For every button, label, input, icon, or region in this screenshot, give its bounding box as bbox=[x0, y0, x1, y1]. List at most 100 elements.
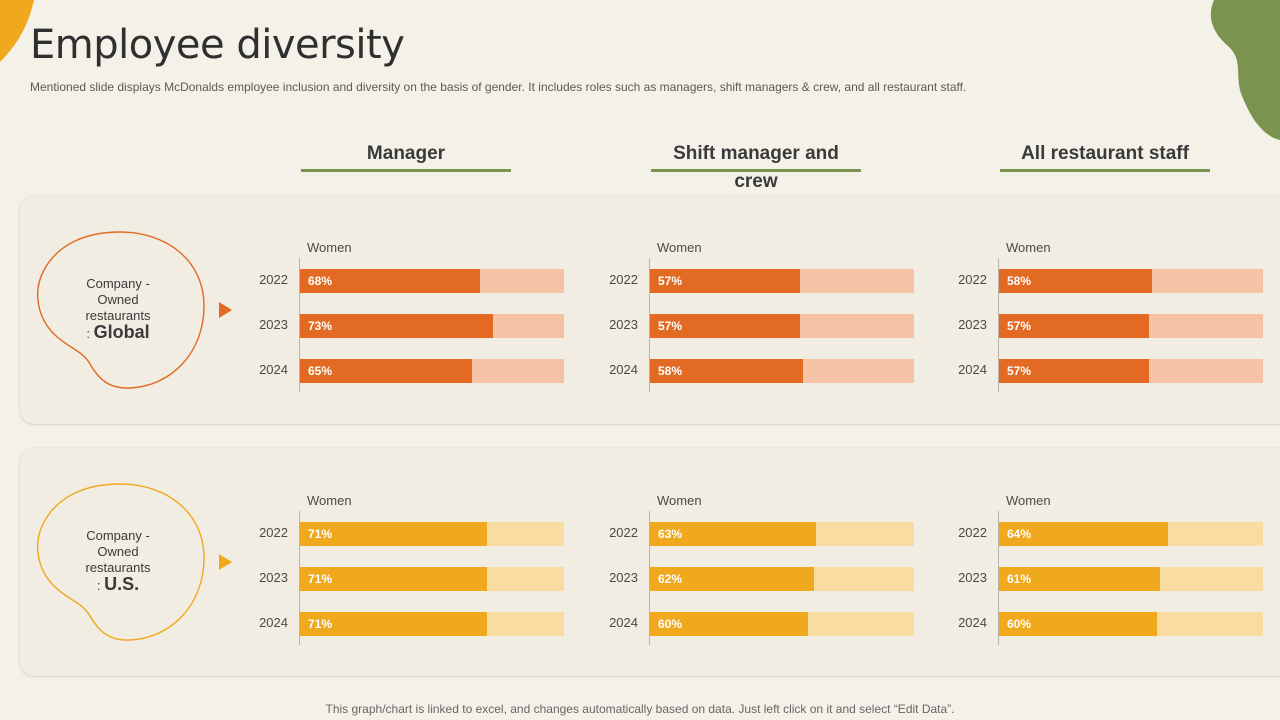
y-axis-line bbox=[299, 511, 300, 645]
year-tick-label: 2022 bbox=[958, 525, 987, 540]
corner-decoration-left bbox=[0, 0, 34, 62]
series-label-women: Women bbox=[657, 240, 702, 255]
year-tick-label: 2022 bbox=[609, 525, 638, 540]
year-tick-label: 2022 bbox=[958, 272, 987, 287]
row-label-line3: restaurants bbox=[85, 560, 151, 575]
bar-track: 71% bbox=[300, 567, 564, 591]
bar-track: 57% bbox=[650, 314, 914, 338]
year-tick-label: 2023 bbox=[259, 317, 288, 332]
bar-value-label: 63% bbox=[658, 527, 683, 541]
bar-value-label: 68% bbox=[308, 274, 333, 288]
bar-women bbox=[999, 314, 1150, 338]
row-label-us: Company - Owned restaurants : U.S. bbox=[53, 528, 183, 594]
blob-outline-us bbox=[37, 483, 205, 641]
bar-value-label: 60% bbox=[658, 617, 683, 631]
bar-value-label: 57% bbox=[1007, 319, 1032, 333]
bar-track: 57% bbox=[650, 269, 914, 293]
series-label-women: Women bbox=[657, 493, 702, 508]
year-tick-label: 2023 bbox=[609, 317, 638, 332]
bar-value-label: 60% bbox=[1007, 617, 1032, 631]
bar-value-label: 65% bbox=[308, 364, 333, 378]
series-label-women: Women bbox=[1006, 493, 1051, 508]
row-label-prefix: : bbox=[96, 578, 105, 593]
bar-women bbox=[999, 612, 1158, 636]
bar-track: 73% bbox=[300, 314, 564, 338]
bar-women bbox=[300, 522, 488, 546]
bar-women bbox=[300, 314, 493, 338]
row-label-line3: restaurants bbox=[85, 308, 151, 323]
bar-women bbox=[300, 359, 472, 383]
page-title: Employee diversity bbox=[30, 22, 405, 68]
bar-value-label: 57% bbox=[1007, 364, 1032, 378]
bar-value-label: 62% bbox=[658, 572, 683, 586]
y-axis-line bbox=[649, 511, 650, 645]
bar-track: 65% bbox=[300, 359, 564, 383]
year-tick-label: 2022 bbox=[609, 272, 638, 287]
row-label-region: U.S. bbox=[104, 574, 140, 594]
bar-women bbox=[999, 522, 1168, 546]
column-header-shift-manager-crew: Shift manager and crew bbox=[651, 140, 861, 192]
bar-women bbox=[300, 567, 488, 591]
bar-women bbox=[650, 612, 809, 636]
row-label-line1: Company - bbox=[86, 528, 150, 543]
panel-us bbox=[20, 448, 1280, 676]
bar-women bbox=[999, 269, 1153, 293]
bar-track: 62% bbox=[650, 567, 914, 591]
bar-value-label: 57% bbox=[658, 274, 683, 288]
bar-track: 58% bbox=[999, 269, 1263, 293]
bar-track: 57% bbox=[999, 314, 1263, 338]
bar-women bbox=[999, 359, 1150, 383]
bar-value-label: 58% bbox=[658, 364, 683, 378]
blob-outline-global bbox=[37, 231, 205, 389]
bar-track: 71% bbox=[300, 522, 564, 546]
year-tick-label: 2022 bbox=[259, 272, 288, 287]
bar-track: 63% bbox=[650, 522, 914, 546]
bar-track: 60% bbox=[650, 612, 914, 636]
bar-value-label: 71% bbox=[308, 527, 333, 541]
arrow-icon-global bbox=[219, 302, 232, 318]
bar-value-label: 57% bbox=[658, 319, 683, 333]
bar-women bbox=[650, 522, 817, 546]
bar-value-label: 71% bbox=[308, 617, 333, 631]
y-axis-line bbox=[649, 258, 650, 392]
year-tick-label: 2023 bbox=[609, 570, 638, 585]
bar-women bbox=[650, 567, 814, 591]
year-tick-label: 2024 bbox=[259, 615, 288, 630]
column-header-all-staff: All restaurant staff bbox=[1000, 140, 1210, 172]
row-label-line1: Company - bbox=[86, 276, 150, 291]
bar-women bbox=[999, 567, 1161, 591]
arrow-icon-us bbox=[219, 554, 232, 570]
year-tick-label: 2023 bbox=[259, 570, 288, 585]
year-tick-label: 2023 bbox=[958, 317, 987, 332]
bar-track: 64% bbox=[999, 522, 1263, 546]
y-axis-line bbox=[299, 258, 300, 392]
bar-value-label: 73% bbox=[308, 319, 333, 333]
year-tick-label: 2024 bbox=[958, 362, 987, 377]
row-label-global: Company - Owned restaurants : Global bbox=[53, 276, 183, 342]
row-label-region: Global bbox=[93, 322, 150, 342]
bar-women bbox=[300, 612, 488, 636]
page-subtitle: Mentioned slide displays McDonalds emplo… bbox=[30, 80, 967, 94]
y-axis-line bbox=[998, 511, 999, 645]
series-label-women: Women bbox=[307, 493, 352, 508]
column-header-manager: Manager bbox=[301, 140, 511, 172]
bar-women bbox=[300, 269, 480, 293]
row-label-line2: Owned bbox=[97, 544, 139, 559]
bar-track: 68% bbox=[300, 269, 564, 293]
bar-women bbox=[650, 269, 801, 293]
bar-track: 57% bbox=[999, 359, 1263, 383]
bar-women bbox=[650, 359, 804, 383]
panel-global bbox=[20, 196, 1280, 424]
row-label-line2: Owned bbox=[97, 292, 139, 307]
year-tick-label: 2024 bbox=[259, 362, 288, 377]
bar-track: 58% bbox=[650, 359, 914, 383]
row-label-prefix: : bbox=[86, 326, 94, 341]
series-label-women: Women bbox=[1006, 240, 1051, 255]
year-tick-label: 2022 bbox=[259, 525, 288, 540]
series-label-women: Women bbox=[307, 240, 352, 255]
corner-decoration-right bbox=[1210, 0, 1280, 140]
bar-value-label: 71% bbox=[308, 572, 333, 586]
footnote: This graph/chart is linked to excel, and… bbox=[325, 702, 955, 716]
bar-value-label: 64% bbox=[1007, 527, 1032, 541]
bar-value-label: 61% bbox=[1007, 572, 1032, 586]
